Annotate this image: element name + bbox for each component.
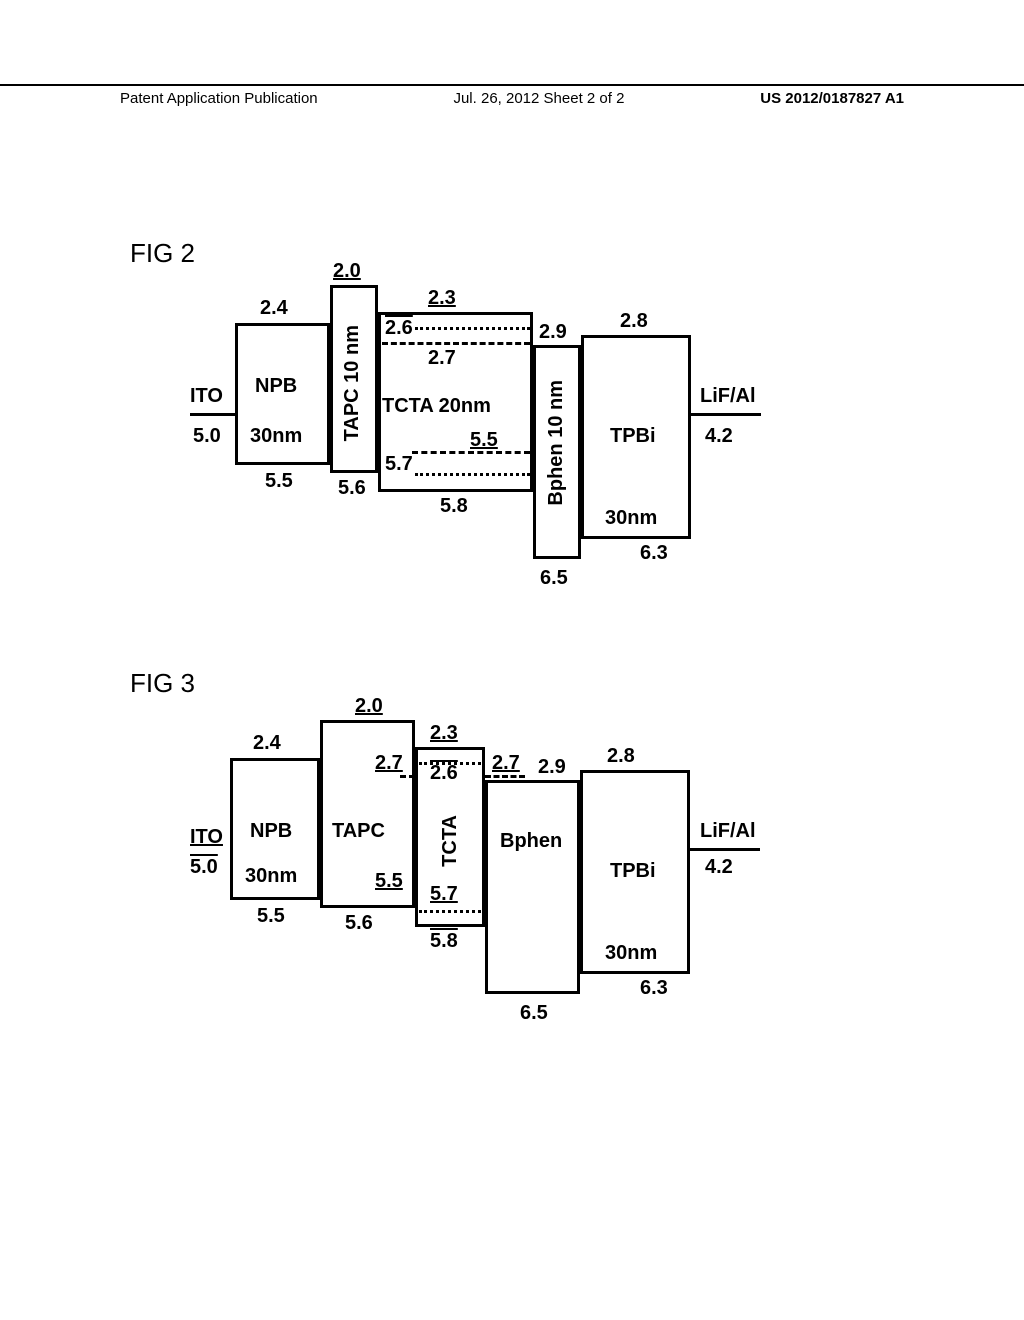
fig2-ito-line [190, 413, 235, 416]
fig3-lif-label: LiF/Al [700, 820, 756, 843]
fig2-lif-line [691, 413, 761, 416]
fig2-tcta-bot: 5.8 [440, 495, 468, 518]
fig3-npb-top: 2.4 [253, 732, 281, 755]
fig3-tcta-26: 2.6 [430, 762, 458, 785]
fig3-bphen-top: 2.9 [538, 756, 566, 779]
fig2-lif-label: LiF/Al [700, 385, 756, 408]
fig3-lif-bot: 4.2 [705, 856, 733, 879]
fig2-tcta-27: 2.7 [428, 347, 456, 370]
fig3-bphen-bot: 6.5 [520, 1002, 548, 1025]
fig3-tapc-dash [400, 775, 415, 778]
fig2-tapc-bot: 5.6 [338, 477, 366, 500]
fig3-tpbi-thick: 30nm [605, 942, 657, 965]
fig2-npb-top: 2.4 [260, 297, 288, 320]
fig3-tapc-bot: 5.6 [345, 912, 373, 935]
fig2-tpbi-thick: 30nm [605, 507, 657, 530]
fig2-tcta-57: 5.7 [385, 453, 413, 476]
fig2-npb-thick: 30nm [250, 425, 302, 448]
fig3-tcta-57: 5.7 [430, 883, 458, 906]
fig2-diagram: ITO 5.0 2.4 NPB 30nm 5.5 2.0 TAPC 10 nm … [190, 285, 890, 615]
fig3-tcta-top: 2.3 [430, 722, 458, 745]
fig3-ito-label: ITO [190, 826, 223, 849]
fig3-label: FIG 3 [130, 668, 195, 699]
fig3-bphen-label: Bphen [500, 830, 562, 853]
fig2-bphen-top: 2.9 [539, 321, 567, 344]
fig3-mid-27: 2.7 [492, 752, 520, 775]
fig2-tcta-dotted2 [415, 473, 530, 476]
fig3-ito-bot: 5.0 [190, 856, 218, 879]
fig3-tcta-bot: 5.8 [430, 930, 458, 953]
fig2-npb-bot: 5.5 [265, 470, 293, 493]
fig2-bphen-bot: 6.5 [540, 567, 568, 590]
fig3-tcta-dotted2 [419, 910, 481, 913]
fig3-mid-dash1 [485, 775, 525, 778]
fig3-diagram: ITO 5.0 2.4 NPB 30nm 5.5 2.0 2.7 TAPC 5.… [190, 720, 890, 1050]
fig3-tapc-55: 5.5 [375, 870, 403, 893]
fig3-npb-thick: 30nm [245, 865, 297, 888]
header-center: Jul. 26, 2012 Sheet 2 of 2 [453, 90, 624, 107]
fig2-tcta-dotted1 [415, 327, 530, 330]
fig3-tapc-27: 2.7 [375, 752, 403, 775]
fig2-tpbi-label: TPBi [610, 425, 656, 448]
fig2-tapc-label: TAPC 10 nm [341, 325, 364, 441]
fig2-tcta-inner-top: 2.6 [385, 317, 413, 340]
fig2-tcta-label: TCTA 20nm [382, 395, 491, 418]
fig3-npb-bot: 5.5 [257, 905, 285, 928]
fig2-ito-label: ITO [190, 385, 223, 408]
fig3-lif-line [690, 848, 760, 851]
fig3-npb-label: NPB [250, 820, 292, 843]
fig3-tapc-label: TAPC [332, 820, 385, 843]
fig2-tcta-dashed1 [382, 342, 530, 345]
fig3-tapc-top: 2.0 [355, 695, 383, 718]
fig2-tcta-top: 2.3 [428, 287, 456, 310]
fig2-ito-bot: 5.0 [193, 425, 221, 448]
fig2-tpbi-top: 2.8 [620, 310, 648, 333]
fig3-tcta-label: TCTA [439, 815, 462, 867]
fig2-tcta-55: 5.5 [470, 429, 498, 452]
header: Patent Application Publication Jul. 26, … [0, 84, 1024, 107]
fig3-bphen-box [485, 780, 580, 994]
fig3-tpbi-label: TPBi [610, 860, 656, 883]
fig2-npb-label: NPB [255, 375, 297, 398]
fig2-bphen-label: Bphen 10 nm [545, 380, 568, 506]
fig2-tpbi-bot: 6.3 [640, 542, 668, 565]
fig2-tapc-top: 2.0 [333, 260, 361, 283]
fig3-tpbi-top: 2.8 [607, 745, 635, 768]
fig3-tpbi-bot: 6.3 [640, 977, 668, 1000]
header-left: Patent Application Publication [120, 90, 318, 107]
fig2-label: FIG 2 [130, 238, 195, 269]
header-right: US 2012/0187827 A1 [760, 90, 904, 107]
fig2-lif-bot: 4.2 [705, 425, 733, 448]
